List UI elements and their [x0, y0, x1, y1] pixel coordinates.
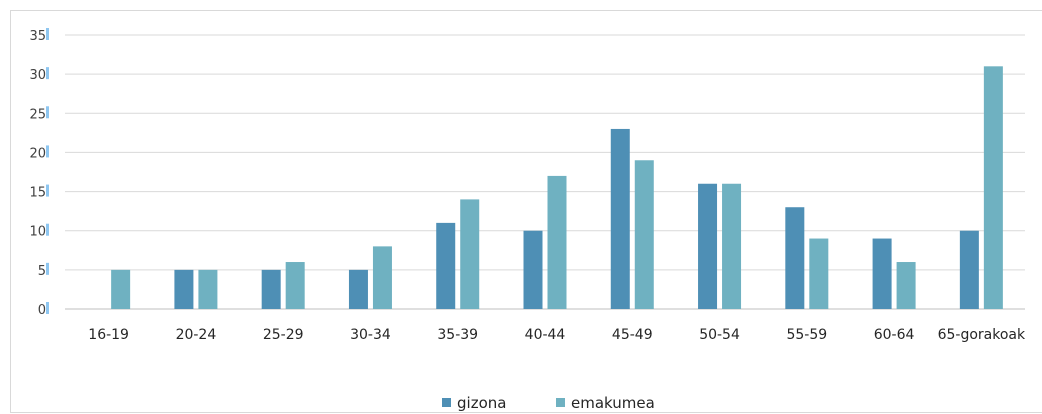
- y-tick-marker: [46, 223, 49, 236]
- x-tick-label: 20-24: [176, 327, 217, 343]
- bar-gizona-65-gorakoak: [959, 230, 979, 309]
- x-tick-label: 30-34: [350, 327, 391, 343]
- bar-emakumea-35-39: [460, 199, 480, 309]
- bar-gizona-60-64: [872, 238, 892, 309]
- legend-label-emakumea: emakumea: [571, 394, 655, 412]
- y-tick-label: 5: [38, 264, 46, 279]
- y-tick-label: 35: [29, 29, 46, 44]
- x-tick-label: 65-gorakoak: [938, 327, 1026, 343]
- legend-swatch-gizona: [442, 398, 451, 407]
- x-tick-label: 40-44: [525, 327, 566, 343]
- y-tick-label: 15: [29, 186, 46, 201]
- x-tick-label: 16-19: [88, 327, 129, 343]
- y-tick-label: 20: [29, 146, 46, 161]
- bar-emakumea-25-29: [285, 262, 305, 309]
- bar-gizona-30-34: [348, 269, 368, 309]
- x-tick-label: 35-39: [437, 327, 478, 343]
- bar-gizona-55-59: [785, 207, 805, 309]
- x-tick-label: 50-54: [699, 327, 740, 343]
- x-tick-label: 25-29: [263, 327, 304, 343]
- bar-gizona-40-44: [523, 230, 543, 309]
- y-tick-marker: [46, 184, 49, 197]
- y-tick-label: 30: [29, 68, 46, 83]
- x-tick-label: 45-49: [612, 327, 653, 343]
- y-tick-marker: [46, 106, 49, 119]
- y-tick-marker: [46, 262, 49, 275]
- y-tick-marker: [46, 145, 49, 158]
- y-tick-marker: [46, 302, 49, 314]
- legend-swatch-emakumea: [556, 398, 565, 407]
- bar-emakumea-55-59: [809, 238, 829, 309]
- y-tick-marker: [46, 28, 49, 40]
- bar-gizona-50-54: [698, 183, 718, 309]
- x-tick-label: 55-59: [786, 327, 827, 343]
- bar-emakumea-65-gorakoak: [983, 66, 1003, 309]
- bar-emakumea-45-49: [634, 160, 654, 309]
- bar-emakumea-16-19: [111, 269, 131, 309]
- bar-emakumea-50-54: [722, 183, 742, 309]
- chart-frame: [10, 10, 1042, 413]
- bar-emakumea-30-34: [372, 246, 392, 309]
- bar-gizona-45-49: [610, 128, 630, 309]
- bar-emakumea-60-64: [896, 262, 916, 309]
- bar-gizona-20-24: [174, 269, 194, 309]
- bar-gizona-25-29: [261, 269, 281, 309]
- x-tick-label: 60-64: [874, 327, 915, 343]
- y-tick-label: 10: [29, 225, 46, 240]
- bar-gizona-35-39: [436, 222, 456, 309]
- bar-emakumea-40-44: [547, 175, 567, 309]
- y-tick-label: 25: [29, 107, 46, 122]
- legend-label-gizona: gizona: [457, 394, 506, 412]
- y-tick-label: 0: [38, 303, 46, 318]
- y-tick-marker: [46, 67, 49, 80]
- bar-emakumea-20-24: [198, 269, 218, 309]
